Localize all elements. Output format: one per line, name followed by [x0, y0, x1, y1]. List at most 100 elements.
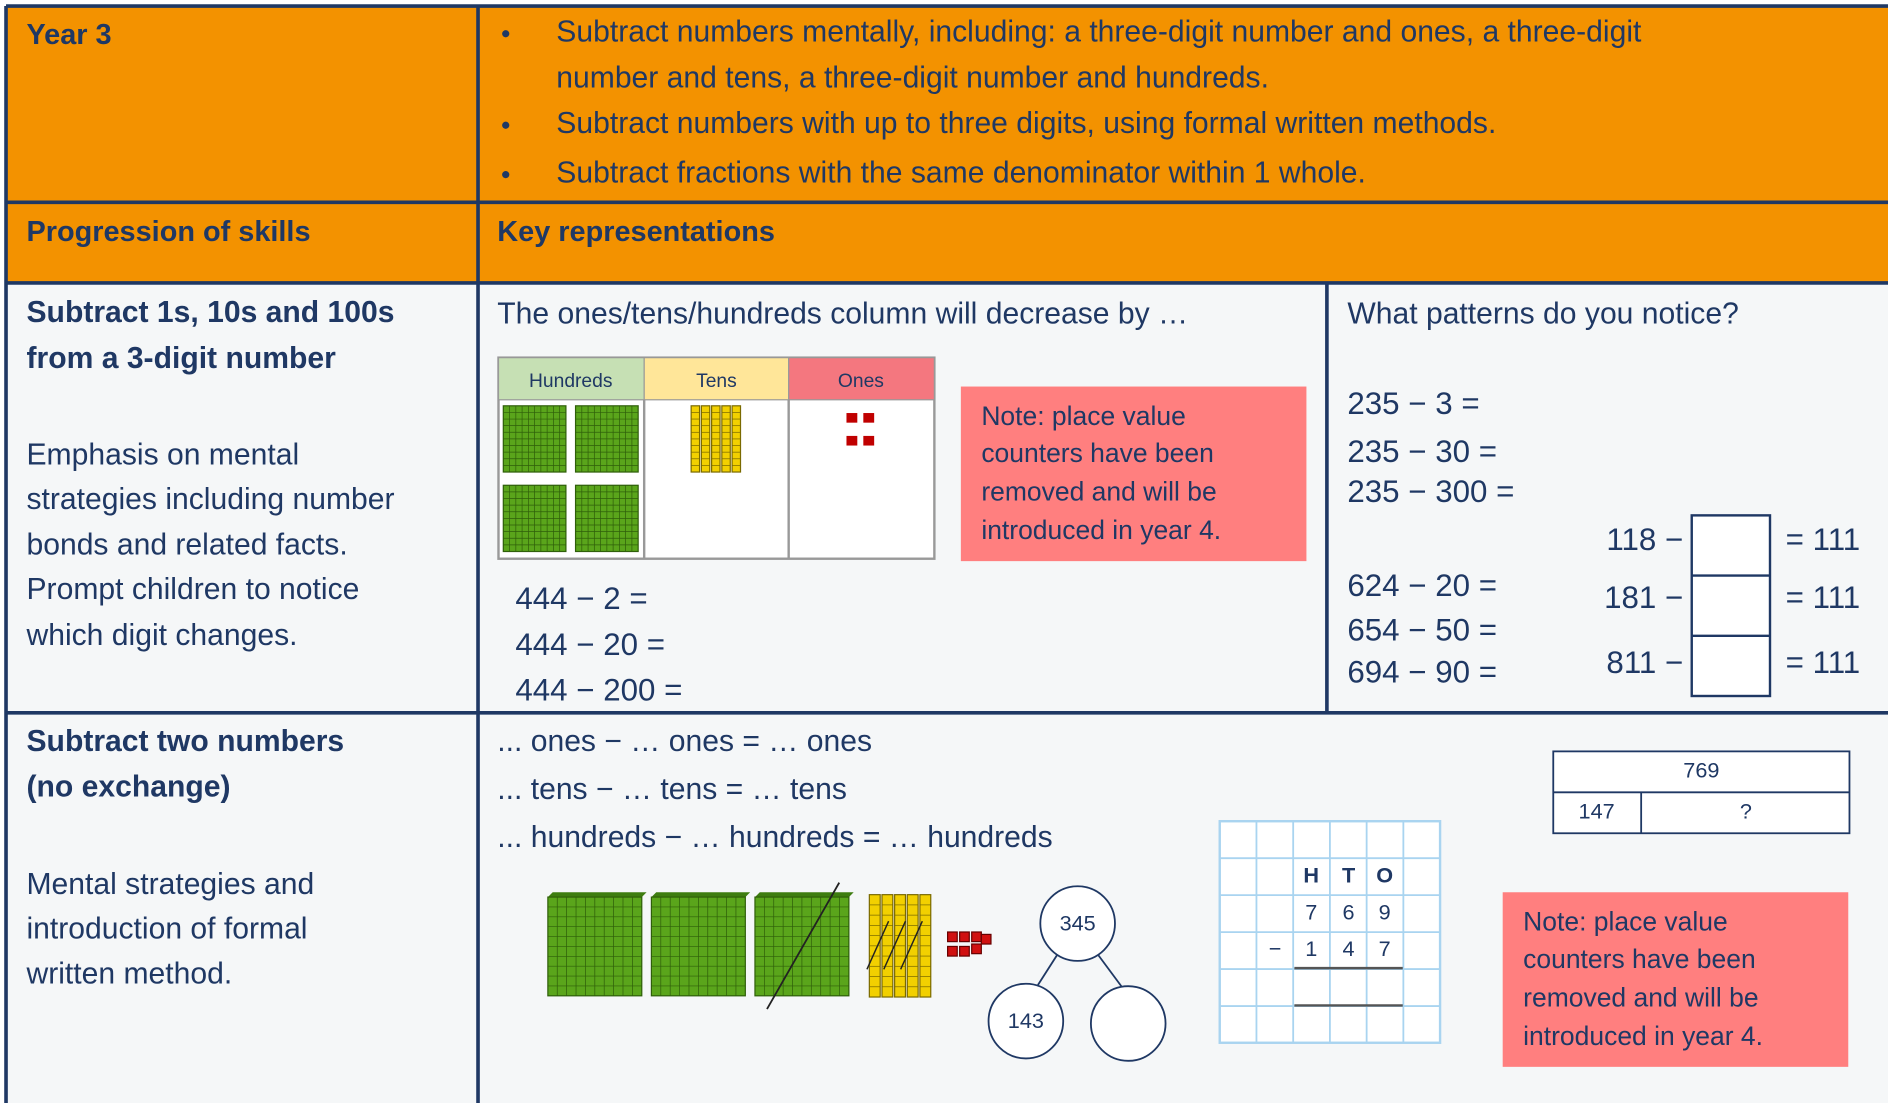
one-cube — [971, 943, 982, 955]
equation: = 111 — [1786, 645, 1861, 680]
prompt: The ones/tens/hundreds column will decre… — [497, 297, 1188, 330]
pv-header-cell — [788, 357, 935, 401]
column-operator: − — [1269, 936, 1282, 961]
prompt: What patterns do you notice? — [1347, 297, 1738, 330]
one-cube — [846, 435, 858, 446]
skill-title: (no exchange) — [26, 771, 230, 804]
column-digit: 6 — [1343, 900, 1355, 925]
column-digit: 9 — [1379, 900, 1391, 925]
bullet — [502, 30, 510, 38]
equation: = 111 — [1786, 522, 1861, 557]
pv-header: Hundreds — [529, 371, 612, 392]
equation: 444 − 2 = — [515, 581, 647, 616]
header-band — [6, 6, 1888, 283]
note-text: removed and will be — [1523, 982, 1758, 1012]
column-header: T — [1342, 862, 1355, 887]
pv-header-cell — [643, 357, 790, 401]
equation: 118 − — [1606, 522, 1683, 557]
note-box — [1502, 892, 1849, 1067]
one-cube — [980, 933, 992, 945]
one-cube — [863, 435, 875, 446]
sentence: ... ones − … ones = … ones — [497, 725, 872, 758]
column-digit: 7 — [1379, 936, 1391, 961]
equation: = 111 — [1786, 580, 1861, 615]
bullet-text: Subtract numbers mentally, including: a … — [556, 16, 1642, 49]
missing-box — [1690, 514, 1772, 698]
pw-link — [1037, 954, 1058, 986]
skill-title: Subtract two numbers — [26, 725, 344, 758]
one-cube — [959, 931, 970, 943]
one-cube — [863, 413, 875, 423]
description: introduction of formal — [26, 913, 307, 946]
bar-part: 147 — [1579, 799, 1615, 824]
note-text: removed and will be — [981, 477, 1216, 507]
column-digit: 1 — [1305, 936, 1317, 961]
skill-title: from a 3-digit number — [26, 342, 336, 375]
note-text: introduced in year 4. — [1523, 1021, 1763, 1051]
bullet — [502, 171, 510, 179]
year-label: Year 3 — [26, 19, 111, 51]
column-header: H — [1303, 862, 1319, 887]
note-text: counters have been — [1523, 944, 1756, 974]
pw-part: 143 — [1008, 1008, 1044, 1033]
one-cube — [846, 413, 858, 423]
bullet-text: Subtract fractions with the same denomin… — [556, 157, 1366, 190]
sentence: ... hundreds − … hundreds = … hundreds — [497, 821, 1052, 854]
equation: 444 − 200 = — [515, 673, 682, 708]
block-side — [754, 892, 854, 898]
equation: 235 − 300 = — [1347, 474, 1514, 509]
bar-whole: 769 — [1683, 758, 1719, 783]
equation: 444 − 20 = — [515, 627, 665, 662]
equation: 694 − 90 = — [1347, 655, 1497, 690]
pw-circle — [1089, 985, 1167, 1062]
pw-whole: 345 — [1060, 910, 1096, 935]
block-side — [651, 892, 751, 898]
column-digit: 7 — [1305, 900, 1317, 925]
note-text: introduced in year 4. — [981, 515, 1221, 545]
pw-link — [1097, 954, 1123, 988]
note-text: Note: place value — [1523, 907, 1728, 937]
equation: 181 − — [1604, 580, 1683, 615]
equation: 235 − 3 = — [1347, 386, 1479, 421]
bullet — [502, 121, 510, 129]
pv-header: Ones — [838, 371, 884, 392]
note-text: counters have been — [981, 438, 1214, 468]
description: Mental strategies and — [26, 868, 314, 901]
description: Prompt children to notice — [26, 573, 359, 606]
note-text: Note: place value — [981, 401, 1186, 431]
description: written method. — [25, 957, 232, 990]
description: bonds and related facts. — [26, 529, 347, 562]
bullet-text: Subtract numbers with up to three digits… — [556, 107, 1496, 140]
description: strategies including number — [26, 483, 394, 516]
skill-title: Subtract 1s, 10s and 100s — [26, 296, 394, 329]
description: Emphasis on mental — [26, 438, 299, 471]
bar-part: ? — [1740, 799, 1752, 824]
pv-header-cell — [497, 357, 645, 401]
sentence: ... tens − … tens = … tens — [497, 773, 847, 806]
equation: 235 − 30 = — [1347, 434, 1497, 469]
block-side — [547, 892, 647, 898]
heading: Progression of skills — [26, 216, 310, 248]
cross-out — [766, 882, 841, 1010]
cross-out — [883, 920, 907, 970]
pw-circle — [1039, 885, 1116, 962]
column-header: O — [1376, 862, 1393, 887]
note-box — [960, 386, 1307, 562]
bullet-text: number and tens, a three-digit number an… — [556, 61, 1269, 94]
equation: 624 − 20 = — [1347, 568, 1497, 603]
equation: 811 − — [1606, 645, 1683, 680]
one-cube — [959, 945, 970, 957]
description: which digit changes. — [25, 619, 297, 652]
one-cube — [947, 931, 958, 943]
heading: Key representations — [497, 216, 775, 248]
equation: 654 − 50 = — [1347, 612, 1497, 647]
cross-out — [866, 920, 890, 970]
pw-circle — [987, 982, 1065, 1060]
one-cube — [971, 931, 982, 943]
cross-out — [899, 920, 923, 970]
one-cube — [947, 945, 958, 957]
pv-header: Tens — [696, 371, 737, 392]
column-digit: 4 — [1343, 936, 1355, 961]
